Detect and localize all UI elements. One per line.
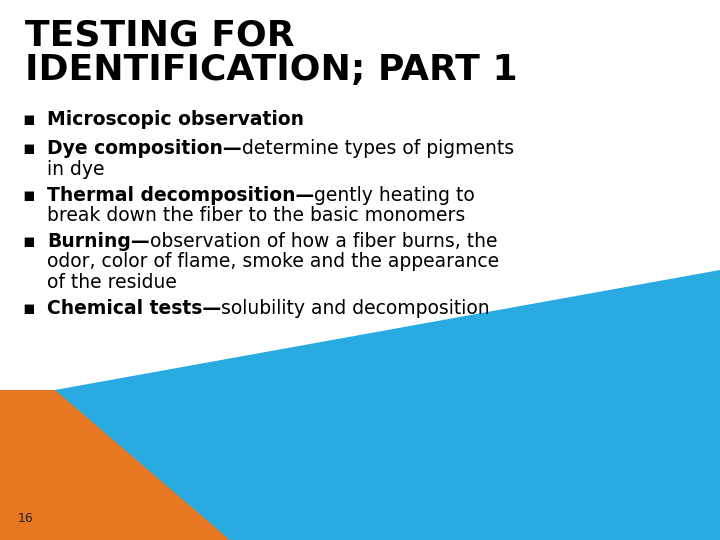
Text: solubility and decomposition: solubility and decomposition: [221, 299, 490, 318]
Text: Microscopic observation: Microscopic observation: [47, 110, 304, 129]
Text: Dye composition—: Dye composition—: [47, 139, 242, 159]
Text: ▪: ▪: [22, 232, 35, 251]
Text: observation of how a fiber burns, the: observation of how a fiber burns, the: [150, 232, 497, 251]
Text: ▪: ▪: [22, 299, 35, 318]
Text: ▪: ▪: [22, 139, 35, 159]
Polygon shape: [0, 270, 720, 540]
Text: break down the fiber to the basic monomers: break down the fiber to the basic monome…: [47, 206, 465, 225]
Polygon shape: [0, 390, 230, 540]
Text: in dye: in dye: [47, 160, 104, 179]
Text: ▪: ▪: [22, 186, 35, 205]
Text: Chemical tests—: Chemical tests—: [47, 299, 221, 318]
Text: ▪: ▪: [22, 110, 35, 129]
Text: gently heating to: gently heating to: [314, 186, 475, 205]
Text: 16: 16: [18, 512, 34, 525]
Text: IDENTIFICATION; PART 1: IDENTIFICATION; PART 1: [25, 53, 518, 87]
Text: Thermal decomposition—: Thermal decomposition—: [47, 186, 314, 205]
Text: of the residue: of the residue: [47, 273, 177, 292]
Text: determine types of pigments: determine types of pigments: [242, 139, 514, 159]
Text: TESTING FOR: TESTING FOR: [25, 18, 294, 52]
Text: odor, color of flame, smoke and the appearance: odor, color of flame, smoke and the appe…: [47, 252, 499, 271]
Text: Burning—: Burning—: [47, 232, 150, 251]
